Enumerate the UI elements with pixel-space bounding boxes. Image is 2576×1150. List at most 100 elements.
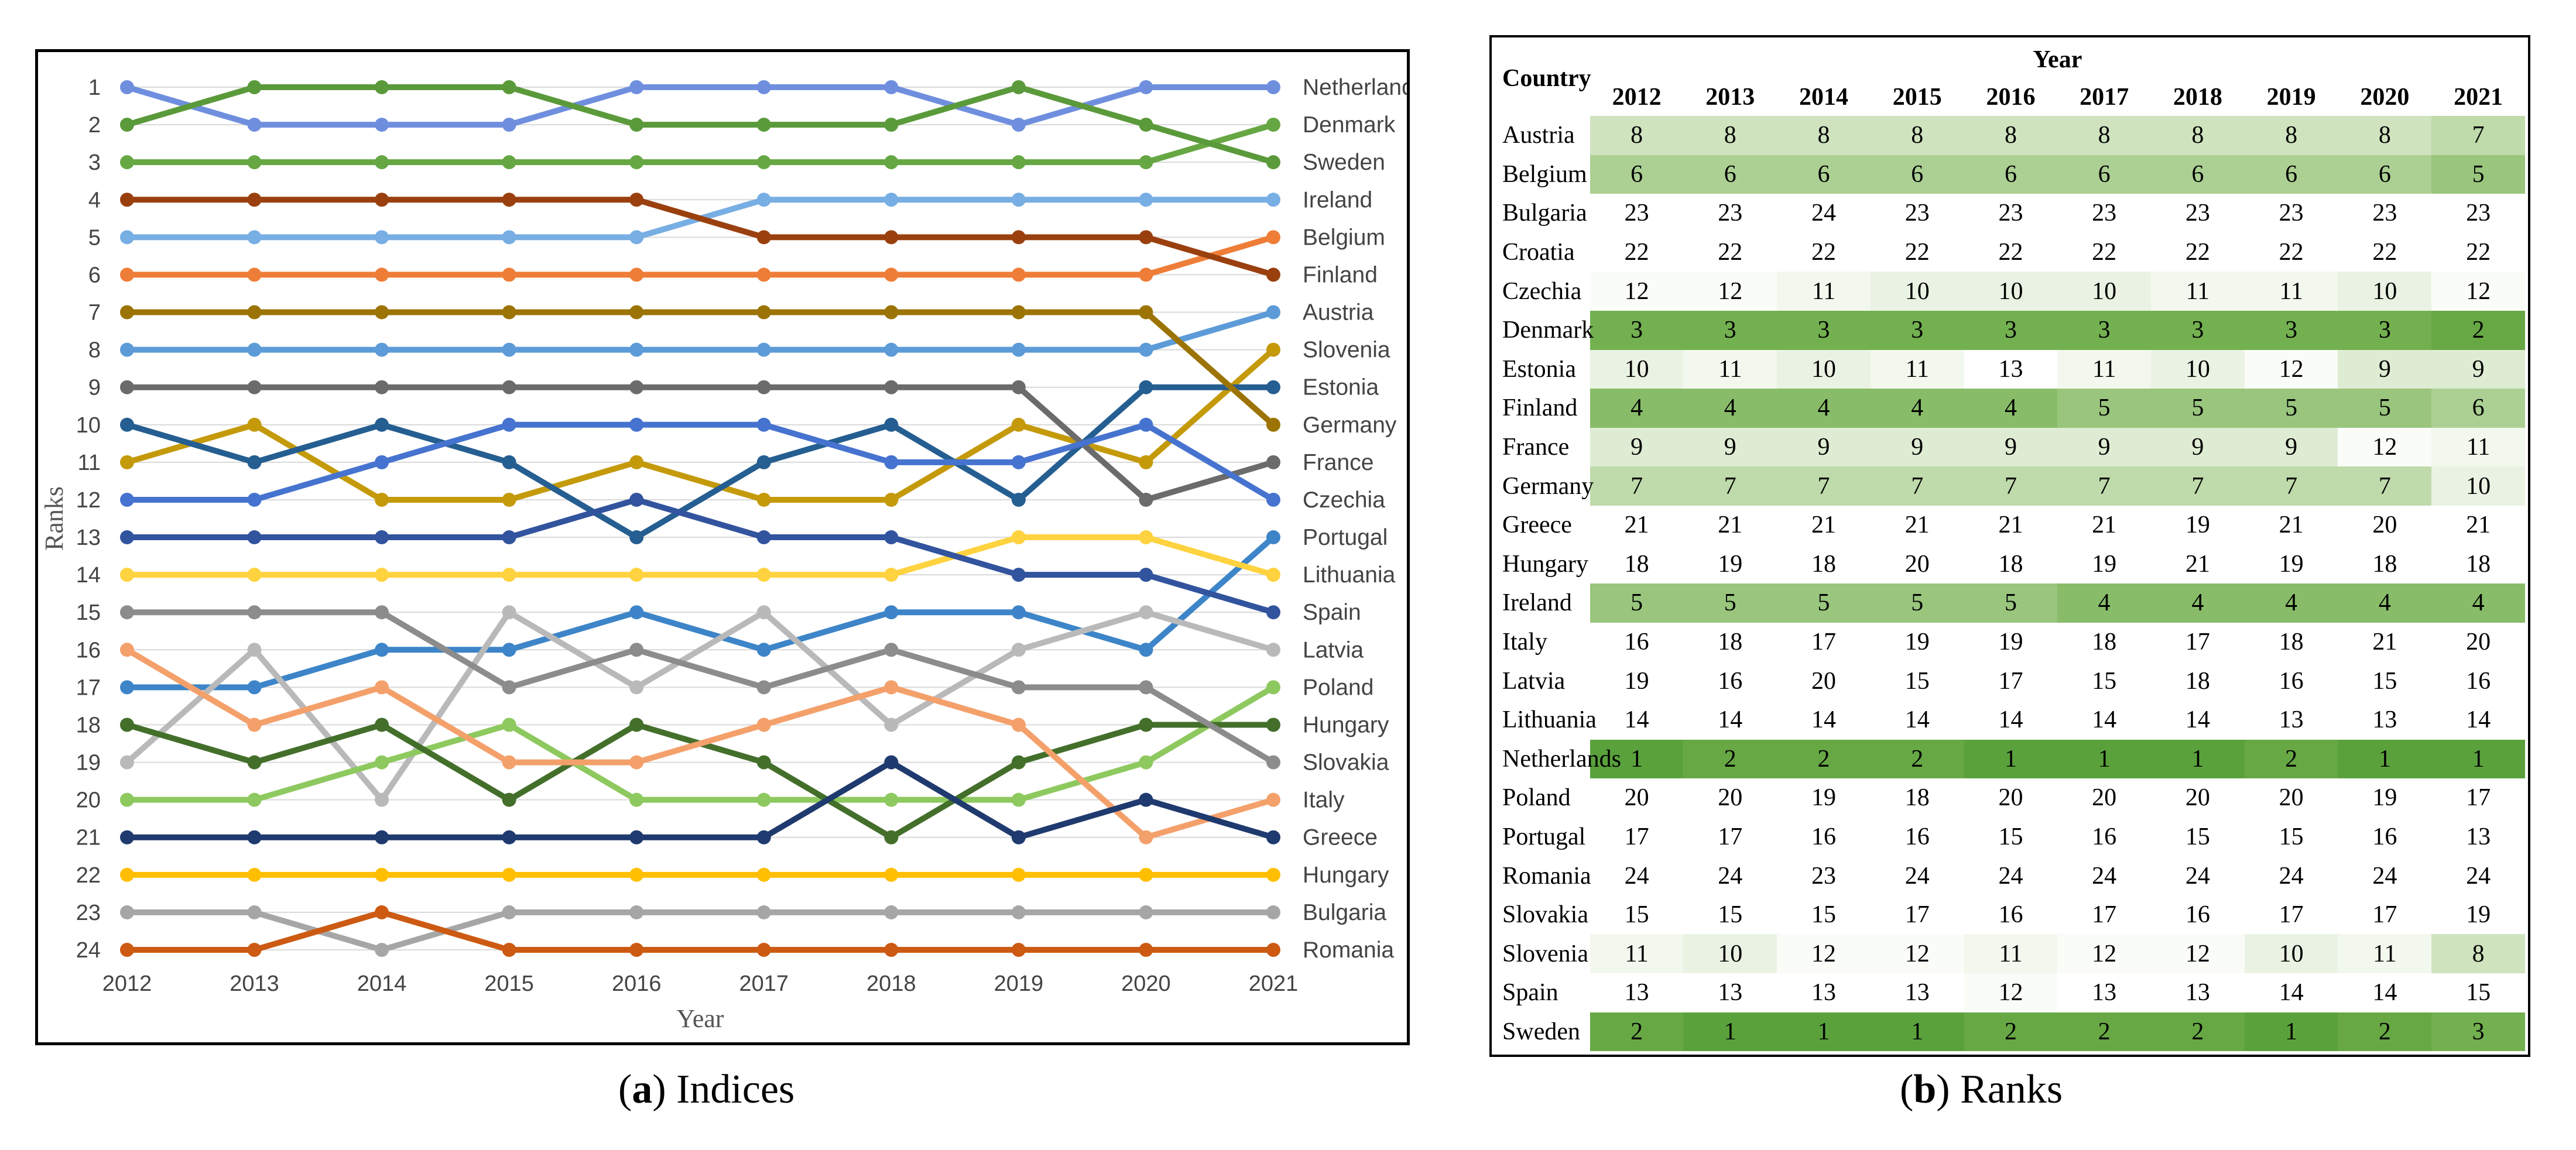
- year-header: 2021: [2454, 84, 2503, 111]
- rank-cell: 15: [1718, 901, 1743, 929]
- data-point: [120, 193, 134, 207]
- rank-cell: 21: [1811, 512, 1837, 539]
- data-point: [502, 718, 516, 732]
- rank-cell: 24: [2466, 862, 2491, 890]
- rank-cell: 14: [1904, 706, 1930, 734]
- data-point: [756, 455, 771, 469]
- rank-cell: 4: [2431, 583, 2525, 623]
- data-point: [756, 492, 771, 507]
- data-point: [375, 943, 389, 957]
- rank-cell: 8: [2244, 116, 2338, 155]
- rank-cell: 5: [2431, 155, 2525, 194]
- data-point: [629, 417, 644, 432]
- rank-cell: 5: [1870, 583, 1964, 623]
- rank-cell: 8: [1683, 116, 1777, 155]
- data-point: [1011, 305, 1026, 320]
- data-point: [629, 118, 644, 132]
- data-point: [884, 718, 899, 732]
- rank-cell: 5: [2338, 389, 2432, 428]
- data-point: [502, 792, 516, 807]
- rank-cell: 2: [1870, 739, 1964, 779]
- data-point: [1011, 943, 1026, 957]
- rank-cell: 19: [1718, 550, 1743, 578]
- data-point: [884, 267, 899, 282]
- data-point: [120, 605, 134, 620]
- table-row: Croatia 22 22 22 22 22 22 22 22 22 22: [1496, 233, 2525, 272]
- rank-cell: 20: [2185, 784, 2210, 812]
- table-row: Sweden 2 1 1 1 2 2 2 1 2 3: [1496, 1012, 2525, 1052]
- series-end-label: Italy: [1303, 788, 1345, 813]
- x-tick-label: 2021: [1249, 972, 1299, 996]
- data-point: [375, 568, 389, 582]
- rank-cell: 16: [2466, 667, 2491, 695]
- rank-cell: 10: [1777, 349, 1871, 389]
- data-point: [1139, 680, 1153, 695]
- data-point: [884, 830, 899, 845]
- rank-cell: 23: [2279, 200, 2304, 227]
- data-point: [1139, 80, 1153, 94]
- rank-line-chart: 1234567891011121314151617181920212223242…: [40, 75, 1407, 1033]
- table-row: Lithuania 14 14 14 14 14 14 14 13 13 14: [1496, 701, 2525, 740]
- data-point: [120, 643, 134, 657]
- series-line: [127, 197, 1275, 278]
- data-point: [756, 530, 771, 545]
- data-point: [884, 943, 899, 957]
- rank-cell: 17: [1718, 823, 1743, 850]
- country-cell: Ireland: [1502, 589, 1572, 617]
- data-point: [502, 867, 516, 882]
- data-point: [1011, 342, 1026, 357]
- rank-cell: 18: [2372, 550, 2397, 578]
- rank-cell: 21: [1624, 512, 1649, 539]
- rank-cell: 16: [1904, 823, 1930, 850]
- data-point: [120, 417, 134, 432]
- data-point: [247, 718, 262, 732]
- table-row: Romania 24 24 23 24 24 24 24 24 24 24: [1496, 856, 2525, 895]
- data-point: [1011, 380, 1026, 394]
- rank-cell: 22: [2185, 239, 2210, 266]
- data-point: [884, 568, 899, 582]
- rank-cell: 12: [2431, 272, 2525, 311]
- x-tick-label: 2018: [866, 972, 916, 996]
- data-point: [247, 492, 262, 507]
- rank-cell: 17: [1811, 629, 1837, 656]
- rank-cell: 9: [2244, 427, 2338, 467]
- data-point: [756, 342, 771, 357]
- data-point: [1266, 492, 1280, 507]
- y-tick-label: 1: [88, 75, 101, 100]
- data-point: [884, 118, 899, 132]
- data-point: [1139, 830, 1153, 845]
- data-point: [247, 605, 262, 620]
- rank-cell: 21: [2279, 512, 2304, 539]
- data-point: [756, 755, 771, 770]
- data-point: [375, 230, 389, 245]
- rank-cell: 23: [1904, 200, 1930, 227]
- rank-cell: 13: [2279, 706, 2304, 734]
- rank-cell: 10: [2431, 466, 2525, 506]
- rank-cell: 21: [2466, 512, 2491, 539]
- series-end-label: Belgium: [1303, 225, 1385, 250]
- series-end-label: Denmark: [1303, 112, 1396, 138]
- rank-cell: 13: [2185, 979, 2210, 1007]
- data-point: [375, 267, 389, 282]
- rank-cell: 9: [2057, 427, 2152, 467]
- table-row: France 9 9 9 9 9 9 9 9 12 11: [1496, 427, 2525, 467]
- data-point: [1011, 867, 1026, 882]
- data-point: [756, 792, 771, 807]
- data-point: [502, 267, 516, 282]
- y-tick-label: 5: [88, 225, 101, 250]
- table-row: Hungary 18 19 18 20 18 19 21 19 18 18: [1496, 545, 2525, 584]
- series-end-label: Estonia: [1303, 375, 1379, 400]
- data-point: [1011, 643, 1026, 657]
- rank-cell: 16: [1998, 901, 2023, 929]
- rank-cell: 18: [2466, 550, 2491, 578]
- rank-cell: 16: [1624, 629, 1649, 656]
- country-cell: Denmark: [1502, 317, 1594, 344]
- data-point: [1266, 605, 1280, 620]
- table-row: Belgium 6 6 6 6 6 6 6 6 6 5: [1496, 155, 2525, 194]
- data-point: [502, 530, 516, 545]
- rank-cell: 13: [1718, 979, 1743, 1007]
- country-cell: Slovakia: [1502, 901, 1588, 929]
- rank-cell: 13: [1904, 979, 1930, 1007]
- rank-cell: 21: [2092, 512, 2117, 539]
- data-point: [375, 905, 389, 919]
